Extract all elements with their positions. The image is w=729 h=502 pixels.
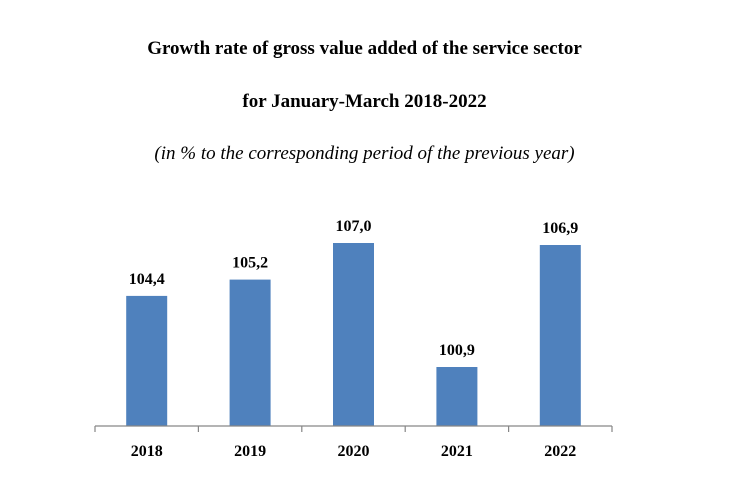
data-label-2018: 104,4 bbox=[129, 271, 165, 288]
data-label-2020: 107,0 bbox=[336, 218, 372, 235]
bar-2022 bbox=[539, 245, 581, 426]
chart-subtitle: (in % to the corresponding period of the… bbox=[154, 143, 575, 164]
bar-2021 bbox=[436, 367, 478, 426]
bar-2019 bbox=[229, 279, 271, 426]
bar-2018 bbox=[126, 295, 168, 426]
x-tick-label-2021: 2021 bbox=[441, 443, 473, 460]
chart-title-line2: for January-March 2018-2022 bbox=[242, 91, 487, 112]
data-label-2022: 106,9 bbox=[542, 220, 578, 237]
bar-2020 bbox=[333, 243, 374, 426]
x-tick-label-2022: 2022 bbox=[544, 443, 576, 460]
x-tick-label-2020: 2020 bbox=[338, 443, 370, 460]
x-tick-label-2018: 2018 bbox=[131, 443, 163, 460]
data-label-2019: 105,2 bbox=[232, 255, 268, 272]
data-label-2021: 100,9 bbox=[439, 342, 475, 359]
x-tick-label-2019: 2019 bbox=[234, 443, 266, 460]
chart-title: Growth rate of gross value added of the … bbox=[147, 38, 582, 59]
